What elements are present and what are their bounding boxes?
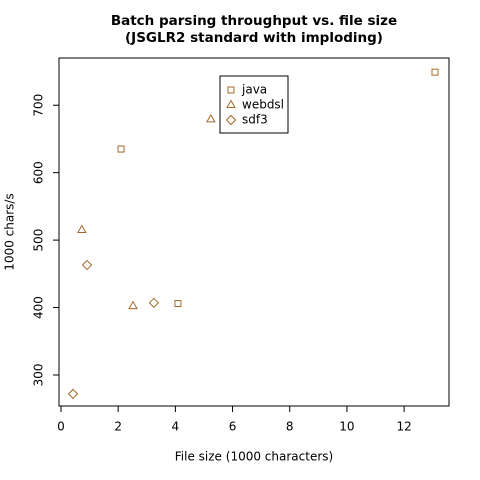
legend-marker xyxy=(227,86,235,94)
point xyxy=(148,297,160,309)
x-tick-label: 4 xyxy=(172,420,180,434)
point xyxy=(431,68,439,76)
y-tick-label: 400 xyxy=(32,296,46,319)
legend-label: webdsl xyxy=(242,98,284,112)
y-tick-label: 600 xyxy=(32,161,46,184)
point xyxy=(77,224,87,233)
chart-subtitle: (JSGLR2 standard with imploding) xyxy=(125,30,383,46)
point xyxy=(174,299,182,307)
point xyxy=(67,388,79,400)
y-tick-label: 700 xyxy=(32,94,46,117)
point xyxy=(128,300,138,310)
chart-title: Batch parsing throughput vs. file size xyxy=(111,13,397,29)
y-axis-label: 1000 chars/s xyxy=(3,193,17,270)
x-tick-label: 12 xyxy=(396,420,411,434)
legend-marker xyxy=(226,99,236,108)
x-tick-label: 8 xyxy=(286,420,294,434)
point xyxy=(117,145,125,153)
x-tick-label: 6 xyxy=(229,420,237,434)
point xyxy=(81,259,93,271)
y-tick-label: 300 xyxy=(32,364,46,387)
legend-marker xyxy=(225,114,237,126)
legend-label: sdf3 xyxy=(242,113,268,127)
point xyxy=(205,113,216,123)
x-tick-label: 10 xyxy=(339,420,354,434)
x-tick-label: 0 xyxy=(57,420,65,434)
x-axis-label: File size (1000 characters) xyxy=(175,450,333,464)
y-tick-label: 500 xyxy=(32,229,46,252)
x-tick-label: 2 xyxy=(114,420,122,434)
legend-label: java xyxy=(241,83,267,97)
